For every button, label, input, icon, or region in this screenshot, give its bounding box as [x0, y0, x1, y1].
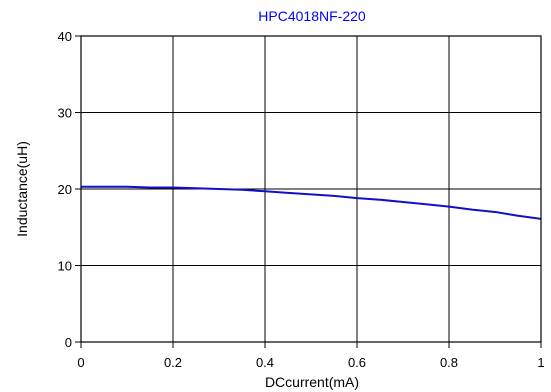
series-layer: [81, 185, 542, 220]
y-tick-label: 20: [58, 182, 72, 197]
x-tick-labels: 0 0.2 0.4 0.6 0.8 1: [77, 342, 545, 370]
y-tick-label: 30: [58, 106, 72, 121]
x-tick-label: 0.4: [256, 355, 274, 370]
y-tick-label: 0: [65, 335, 72, 350]
x-tick-label: 0.2: [164, 355, 182, 370]
grid: [81, 36, 541, 342]
x-tick-label: 1: [537, 355, 544, 370]
series-line: [81, 185, 542, 220]
x-tick-label: 0: [77, 355, 84, 370]
y-tick-labels: 0 10 20 30 40: [58, 29, 81, 350]
y-tick-label: 40: [58, 29, 72, 44]
x-axis-label: DCcurrent(mA): [265, 374, 359, 390]
y-axis-label: Inductance(uH): [14, 141, 30, 237]
x-tick-label: 0.6: [348, 355, 366, 370]
x-tick-label: 0.8: [440, 355, 458, 370]
chart-title: HPC4018NF-220: [258, 8, 366, 24]
y-tick-label: 10: [58, 259, 72, 274]
